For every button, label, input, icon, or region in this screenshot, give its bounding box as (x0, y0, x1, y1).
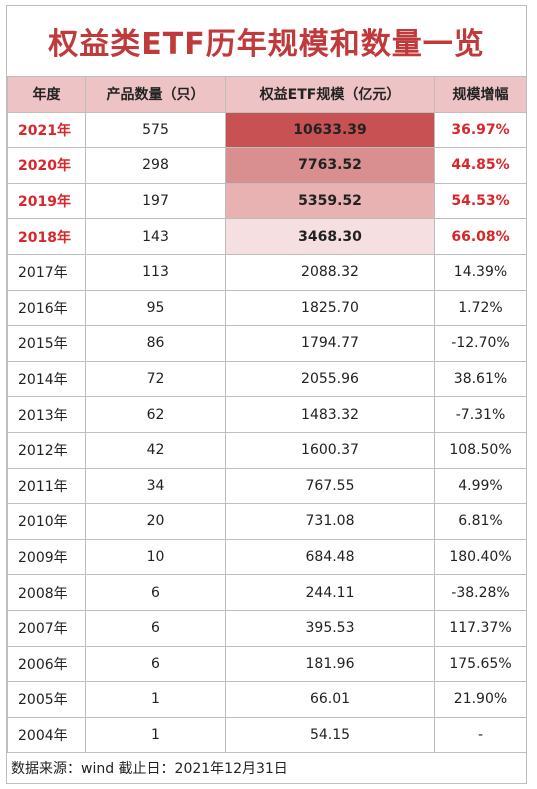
cell-count: 6 (85, 609, 226, 647)
table-row: 2015年 86 1794.77 -12.70% (7, 325, 527, 362)
cell-growth: 6.81% (434, 503, 527, 540)
cell-year: 2008年 (7, 574, 86, 611)
cell-count: 113 (85, 253, 226, 291)
cell-count: 197 (85, 182, 226, 220)
cell-count: 1 (85, 716, 226, 754)
cell-year: 2016年 (7, 289, 86, 327)
cell-growth: 44.85% (434, 147, 527, 184)
cell-scale: 181.96 (225, 645, 435, 683)
cell-year: 2021年 (7, 111, 86, 149)
cell-year: 2005年 (7, 681, 86, 718)
table-row: 2019年 197 5359.52 54.53% (7, 182, 527, 220)
cell-growth: 21.90% (434, 681, 527, 718)
header-scale: 权益ETF规模（亿元） (225, 76, 435, 113)
table-row: 2016年 95 1825.70 1.72% (7, 289, 527, 327)
cell-year: 2006年 (7, 645, 86, 683)
cell-count: 6 (85, 645, 226, 683)
cell-scale: 3468.30 (225, 218, 435, 255)
cell-growth: - (434, 716, 527, 754)
cell-count: 86 (85, 325, 226, 362)
cell-year: 2020年 (7, 147, 86, 184)
table-row: 2012年 42 1600.37 108.50% (7, 431, 527, 469)
table-row: 2020年 298 7763.52 44.85% (7, 147, 527, 184)
cell-year: 2014年 (7, 360, 86, 398)
table-row: 2008年 6 244.11 -38.28% (7, 574, 527, 611)
cell-count: 20 (85, 503, 226, 540)
cell-count: 42 (85, 431, 226, 469)
cell-count: 6 (85, 574, 226, 611)
cell-scale: 767.55 (225, 467, 435, 505)
cell-growth: 38.61% (434, 360, 527, 398)
cell-growth: 66.08% (434, 218, 527, 255)
cell-count: 95 (85, 289, 226, 327)
cell-scale: 395.53 (225, 609, 435, 647)
cell-scale: 2055.96 (225, 360, 435, 398)
cell-scale: 244.11 (225, 574, 435, 611)
cell-growth: 4.99% (434, 467, 527, 505)
table-row: 2006年 6 181.96 175.65% (7, 645, 527, 683)
cell-growth: 14.39% (434, 253, 527, 291)
cell-scale: 5359.52 (225, 182, 435, 220)
cell-year: 2013年 (7, 396, 86, 433)
cell-scale: 66.01 (225, 681, 435, 718)
cell-count: 1 (85, 681, 226, 718)
cell-scale: 1483.32 (225, 396, 435, 433)
cell-scale: 1825.70 (225, 289, 435, 327)
cell-growth: 54.53% (434, 182, 527, 220)
table-row: 2013年 62 1483.32 -7.31% (7, 396, 527, 433)
cell-count: 10 (85, 538, 226, 576)
table-row: 2005年 1 66.01 21.90% (7, 681, 527, 718)
cell-growth: 117.37% (434, 609, 527, 647)
cell-year: 2011年 (7, 467, 86, 505)
cell-year: 2018年 (7, 218, 86, 255)
cell-count: 143 (85, 218, 226, 255)
cell-scale: 54.15 (225, 716, 435, 754)
etf-table: 年度 产品数量（只） 权益ETF规模（亿元） 规模增幅 2021年 575 10… (7, 76, 527, 754)
cell-scale: 2088.32 (225, 253, 435, 291)
cell-scale: 10633.39 (225, 111, 435, 149)
cell-growth: 108.50% (434, 431, 527, 469)
cell-scale: 1600.37 (225, 431, 435, 469)
cell-year: 2010年 (7, 503, 86, 540)
cell-year: 2019年 (7, 182, 86, 220)
page-title: 权益类ETF历年规模和数量一览 (48, 27, 485, 62)
table-frame: 权益类ETF历年规模和数量一览 年度 产品数量（只） 权益ETF规模（亿元） 规… (6, 5, 527, 784)
table-row: 2007年 6 395.53 117.37% (7, 609, 527, 647)
cell-year: 2007年 (7, 609, 86, 647)
cell-growth: 36.97% (434, 111, 527, 149)
table-row: 2009年 10 684.48 180.40% (7, 538, 527, 576)
cell-year: 2017年 (7, 253, 86, 291)
cell-scale: 1794.77 (225, 325, 435, 362)
cell-growth: -38.28% (434, 574, 527, 611)
table-row: 2021年 575 10633.39 36.97% (7, 111, 527, 149)
cell-count: 34 (85, 467, 226, 505)
cell-scale: 7763.52 (225, 147, 435, 184)
table-row: 2014年 72 2055.96 38.61% (7, 360, 527, 398)
source-note: 数据来源：wind 截止日：2021年12月31日 (11, 761, 288, 777)
table-header-row: 年度 产品数量（只） 权益ETF规模（亿元） 规模增幅 (7, 76, 527, 113)
table-row: 2010年 20 731.08 6.81% (7, 503, 527, 540)
cell-count: 72 (85, 360, 226, 398)
table-row: 2018年 143 3468.30 66.08% (7, 218, 527, 255)
table-row: 2017年 113 2088.32 14.39% (7, 253, 527, 291)
cell-year: 2004年 (7, 716, 86, 754)
table-row: 2011年 34 767.55 4.99% (7, 467, 527, 505)
cell-count: 575 (85, 111, 226, 149)
cell-year: 2012年 (7, 431, 86, 469)
cell-growth: 180.40% (434, 538, 527, 576)
cell-scale: 684.48 (225, 538, 435, 576)
cell-year: 2009年 (7, 538, 86, 576)
header-count: 产品数量（只） (85, 76, 226, 113)
cell-growth: -12.70% (434, 325, 527, 362)
cell-count: 62 (85, 396, 226, 433)
cell-growth: 175.65% (434, 645, 527, 683)
cell-count: 298 (85, 147, 226, 184)
cell-year: 2015年 (7, 325, 86, 362)
cell-growth: -7.31% (434, 396, 527, 433)
cell-growth: 1.72% (434, 289, 527, 327)
header-year: 年度 (7, 76, 86, 113)
table-row: 2004年 1 54.15 - (7, 716, 527, 754)
cell-scale: 731.08 (225, 503, 435, 540)
header-growth: 规模增幅 (434, 76, 527, 113)
